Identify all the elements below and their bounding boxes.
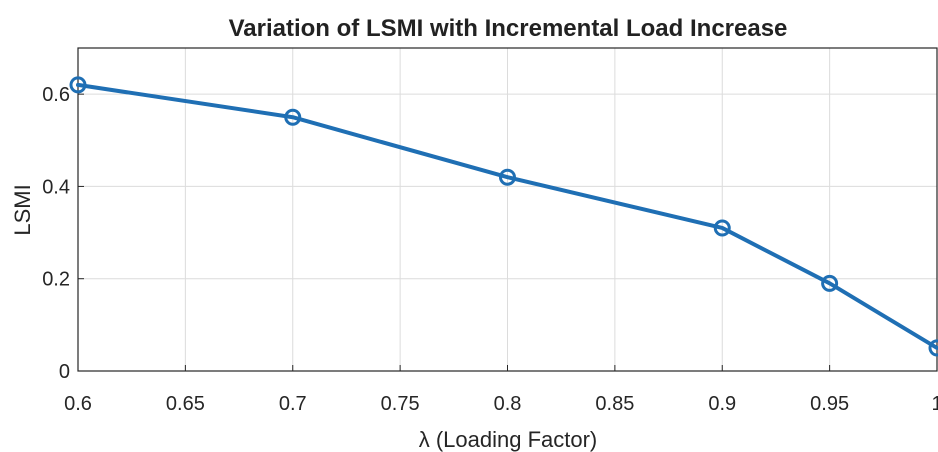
x-tick-label: 0.65 — [166, 393, 205, 415]
y-tick-label: 0.4 — [42, 176, 70, 198]
data-point-marker — [713, 219, 731, 237]
x-tick-label: 0.7 — [279, 393, 307, 415]
data-point-marker — [821, 274, 839, 292]
y-tick-label: 0.2 — [42, 269, 70, 291]
grid — [77, 48, 938, 372]
x-tick-label: 1 — [931, 393, 938, 415]
x-axis-ticks: 0.6 0.65 0.7 0.75 0.8 0.85 0.9 0.95 1 — [64, 365, 938, 415]
data-point-marker — [69, 76, 87, 94]
data-point-marker — [928, 339, 938, 357]
y-tick-label: 0 — [59, 361, 70, 383]
x-axis-label: λ (Loading Factor) — [419, 427, 598, 452]
data-point-marker — [284, 108, 302, 126]
y-tick-label: 0.6 — [42, 84, 70, 106]
y-axis-label: LSMI — [10, 184, 35, 235]
x-tick-label: 0.75 — [381, 393, 420, 415]
y-axis-ticks: 0 0.2 0.4 0.6 — [42, 84, 84, 383]
data-point-marker — [499, 168, 516, 186]
x-tick-label: 0.9 — [708, 393, 736, 415]
x-tick-label: 0.95 — [810, 393, 849, 415]
x-tick-label: 0.6 — [64, 393, 92, 415]
chart-title: Variation of LSMI with Incremental Load … — [229, 15, 788, 42]
series-line — [76, 82, 938, 350]
x-tick-label: 0.85 — [595, 393, 634, 415]
x-tick-label: 0.8 — [494, 393, 522, 415]
series-group — [69, 76, 938, 357]
